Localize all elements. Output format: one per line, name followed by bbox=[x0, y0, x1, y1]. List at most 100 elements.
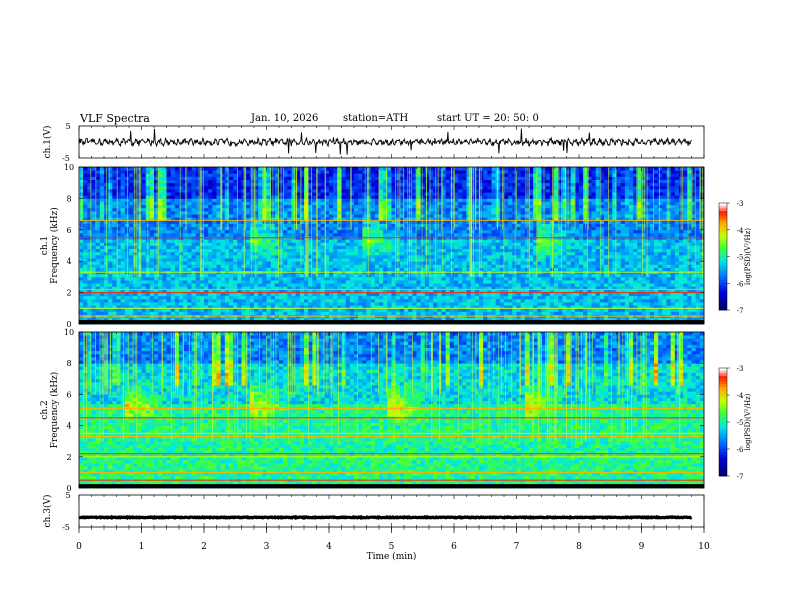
spec-cell bbox=[162, 286, 167, 290]
spec-cell bbox=[470, 254, 476, 259]
spec-cell bbox=[91, 198, 97, 202]
spec-cell bbox=[141, 173, 147, 177]
spec-cell bbox=[374, 167, 380, 171]
spec-cell bbox=[379, 254, 384, 259]
spec-cell bbox=[416, 192, 422, 196]
spec-cell bbox=[245, 192, 251, 196]
spec-cell bbox=[99, 286, 105, 290]
spec-cell bbox=[249, 276, 255, 281]
spec-cell bbox=[458, 283, 463, 287]
spec-cell bbox=[408, 220, 413, 224]
spec-cell bbox=[308, 185, 313, 190]
spec-cell bbox=[233, 292, 238, 297]
spec-cell bbox=[120, 280, 126, 284]
spec-cell bbox=[245, 210, 251, 215]
spec-cell bbox=[224, 179, 230, 184]
spec-cell bbox=[391, 201, 397, 206]
spec-cell bbox=[324, 283, 330, 287]
spec-cell bbox=[374, 261, 380, 265]
spec-cell bbox=[370, 226, 376, 231]
spec-cell bbox=[404, 311, 409, 315]
spec-cell bbox=[245, 226, 251, 231]
spec-cell bbox=[83, 254, 88, 259]
spec-cell bbox=[483, 242, 488, 246]
spec-cell bbox=[299, 207, 305, 212]
spec-cell bbox=[391, 308, 397, 312]
spec-cell bbox=[324, 305, 330, 309]
spec-cell bbox=[208, 214, 213, 218]
spec-cell bbox=[270, 267, 276, 272]
spec-cell bbox=[91, 210, 97, 215]
spec-cell bbox=[274, 214, 280, 218]
spec-cell bbox=[399, 229, 405, 234]
spec-cell bbox=[99, 245, 105, 250]
spec-cell bbox=[108, 295, 113, 300]
spec-cell bbox=[379, 210, 384, 215]
spec-cell bbox=[249, 302, 255, 306]
spec-cell bbox=[308, 220, 313, 224]
spec-cell bbox=[291, 210, 297, 215]
spec-cell bbox=[399, 217, 405, 221]
spec-cell bbox=[204, 251, 209, 256]
spec-cell bbox=[466, 317, 472, 322]
spec-cell bbox=[233, 214, 238, 218]
spec-cell bbox=[158, 251, 163, 256]
spec-cell bbox=[399, 214, 405, 218]
spec-cell bbox=[449, 311, 455, 315]
spec-cell bbox=[308, 229, 313, 234]
spec-cell bbox=[299, 248, 305, 253]
spec-cell bbox=[483, 302, 488, 306]
spec-cell bbox=[129, 254, 134, 259]
spec-cell bbox=[254, 242, 259, 246]
spec-cell bbox=[399, 182, 405, 187]
spec-cell bbox=[83, 201, 88, 206]
spec-cell bbox=[112, 298, 117, 303]
spec-cell bbox=[245, 302, 251, 306]
spec-cell bbox=[354, 283, 359, 287]
spec-cell bbox=[179, 298, 184, 303]
spec-cell bbox=[291, 226, 297, 231]
spec-cell bbox=[87, 251, 92, 256]
spec-cell bbox=[112, 192, 117, 196]
spec-cell bbox=[79, 242, 84, 246]
spec-cell bbox=[129, 302, 134, 306]
spec-cell bbox=[95, 223, 101, 228]
spec-cell bbox=[366, 176, 372, 180]
spec-cell bbox=[83, 173, 88, 177]
spec-cell bbox=[287, 188, 292, 193]
spec-cell bbox=[416, 204, 422, 209]
spec-cell bbox=[337, 273, 342, 278]
spec-cell bbox=[458, 292, 463, 297]
spec-cell bbox=[120, 276, 126, 281]
spec-cell bbox=[266, 188, 272, 193]
spec-cell bbox=[108, 214, 113, 218]
spec-cell bbox=[441, 185, 447, 190]
spec-cell bbox=[324, 261, 330, 265]
spec-cell bbox=[204, 280, 209, 284]
spec-cell bbox=[145, 298, 151, 303]
spec-cell bbox=[329, 258, 334, 262]
spec-cell bbox=[266, 210, 272, 215]
spec-cell bbox=[187, 188, 192, 193]
spec-cell bbox=[345, 264, 351, 268]
spec-cell bbox=[449, 254, 455, 259]
spec-cell bbox=[141, 311, 147, 315]
spec-cell bbox=[383, 264, 388, 268]
spec-cell bbox=[337, 173, 342, 177]
spec-cell bbox=[249, 258, 255, 262]
spec-cell bbox=[170, 207, 176, 212]
spec-cell bbox=[420, 254, 426, 259]
spec-cell bbox=[462, 302, 467, 306]
spec-cell bbox=[220, 283, 226, 287]
spec-cell bbox=[149, 302, 155, 306]
spec-cell bbox=[212, 286, 217, 290]
spec-cell bbox=[337, 217, 342, 221]
spec-cell bbox=[199, 273, 205, 278]
spec-cell bbox=[166, 273, 172, 278]
spec-cell bbox=[116, 254, 122, 259]
spec-cell bbox=[154, 254, 159, 259]
spec-cell bbox=[174, 276, 180, 281]
spec-cell bbox=[308, 295, 313, 300]
spec-cell bbox=[224, 217, 230, 221]
spec-cell bbox=[416, 267, 422, 272]
